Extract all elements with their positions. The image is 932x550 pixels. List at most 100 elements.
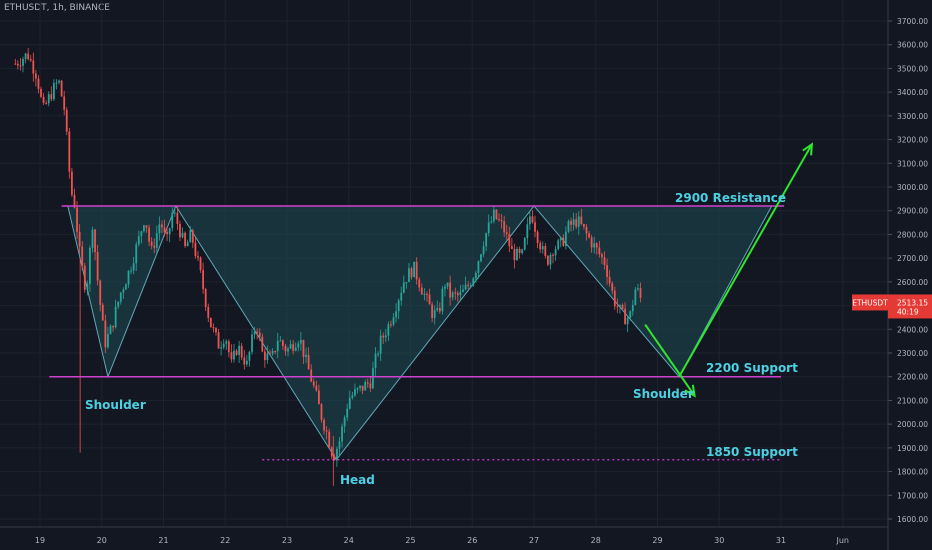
symbol-tag-bg: [852, 294, 888, 311]
candle-body: [554, 249, 557, 256]
candle-body: [549, 254, 552, 265]
candle-body: [469, 285, 472, 287]
candle-body: [212, 327, 215, 329]
candle-body: [14, 63, 17, 65]
candle-body: [449, 282, 452, 298]
candle-body: [16, 63, 19, 66]
candle-body: [279, 340, 282, 342]
pattern-overlay: [67, 204, 773, 461]
candle-body: [441, 288, 444, 312]
candle-body: [271, 351, 274, 354]
candle-body: [580, 216, 583, 225]
price-tag-countdown: 40:19: [897, 307, 919, 316]
time-axis: 19 20 21 22 23 24 25 26 27 28 29 30 31 Jun: [0, 526, 888, 545]
x-tick-label: 21: [158, 536, 168, 545]
candle-body: [289, 344, 292, 349]
candle-body: [567, 220, 570, 232]
candle-body: [613, 290, 616, 307]
candle-body: [22, 59, 24, 66]
candle-body: [148, 227, 150, 242]
candle-body: [420, 287, 423, 295]
y-tick-label: 2800.00: [897, 230, 928, 239]
candle-body: [418, 279, 421, 288]
candle-body: [248, 351, 251, 361]
candle-body: [217, 332, 220, 349]
candle-body: [58, 80, 60, 83]
candle-body: [132, 263, 135, 271]
y-tick-label: 2400.00: [897, 325, 928, 334]
x-tick-label: 26: [467, 536, 477, 545]
x-tick-label: 31: [776, 536, 786, 545]
candle-body: [320, 404, 323, 420]
candle-body: [523, 238, 526, 250]
arrow-up-head: [802, 142, 814, 156]
candle-body: [230, 352, 233, 360]
candle-body: [490, 221, 493, 223]
candle-body: [240, 345, 243, 358]
candle-body: [521, 249, 524, 254]
resistance-label: 2900 Resistance: [675, 191, 786, 205]
candle-body: [163, 227, 166, 232]
candle-body: [302, 339, 305, 357]
candle-body: [433, 309, 436, 318]
candle-body: [253, 331, 256, 335]
candle-body: [397, 300, 400, 312]
candle-body: [197, 256, 199, 258]
candle-body: [292, 344, 295, 351]
candle-body: [50, 94, 53, 100]
symbol-header: ETHUSDT, 1h, BINANCE: [4, 3, 110, 13]
candle-body: [531, 216, 534, 223]
y-tick-label: 3500.00: [897, 64, 928, 73]
right-shoulder-label: Shoulder: [633, 387, 694, 401]
candle-body: [343, 417, 346, 427]
candle-body: [143, 225, 145, 232]
x-tick-label: 30: [714, 536, 724, 545]
pattern-area: [67, 204, 773, 461]
candle-body: [601, 254, 603, 258]
candle-body: [107, 334, 109, 348]
candle-body: [325, 430, 328, 432]
candle-body: [498, 218, 500, 221]
x-tick-label: 19: [35, 536, 45, 545]
candle-body: [428, 294, 431, 305]
arrow-down: [644, 323, 696, 397]
candle-body: [431, 304, 434, 318]
candle-body: [546, 255, 549, 265]
annotation-labels: 2900 Resistance 2200 Support 1850 Support S…: [85, 191, 798, 487]
candle-body: [364, 382, 367, 391]
candle-body: [168, 228, 171, 235]
level-lines: [49, 205, 785, 461]
candle-body: [552, 254, 554, 256]
candle-body: [71, 171, 73, 195]
candle-body: [274, 351, 277, 353]
candle-body: [76, 207, 78, 232]
y-tick-label: 2900.00: [897, 207, 928, 216]
candle-body: [456, 293, 459, 296]
price-tag-value: 2513.15: [897, 298, 928, 307]
x-tick-label: 29: [652, 536, 662, 545]
candle-body: [245, 360, 248, 365]
candle-body: [45, 103, 48, 105]
candle-body: [269, 353, 271, 355]
y-tick-label: 3300.00: [897, 112, 928, 121]
candle-body: [220, 347, 223, 349]
candle-body: [227, 341, 230, 353]
candle-body: [539, 243, 542, 250]
candle-body: [150, 241, 153, 246]
candle-body: [199, 257, 202, 271]
candle-body: [341, 426, 343, 442]
candle-body: [251, 334, 253, 352]
candle-body: [305, 354, 307, 357]
candle-body: [495, 209, 498, 219]
candle-body: [52, 83, 55, 100]
candle-body: [359, 385, 361, 389]
head-label: Head: [340, 473, 375, 487]
candle-body: [621, 304, 624, 309]
candle-body: [243, 357, 246, 365]
y-tick-label: 2200.00: [897, 373, 928, 382]
candle-body: [42, 96, 45, 104]
candle-body: [472, 278, 475, 286]
candle-body: [438, 308, 441, 312]
candle-body: [315, 385, 318, 391]
